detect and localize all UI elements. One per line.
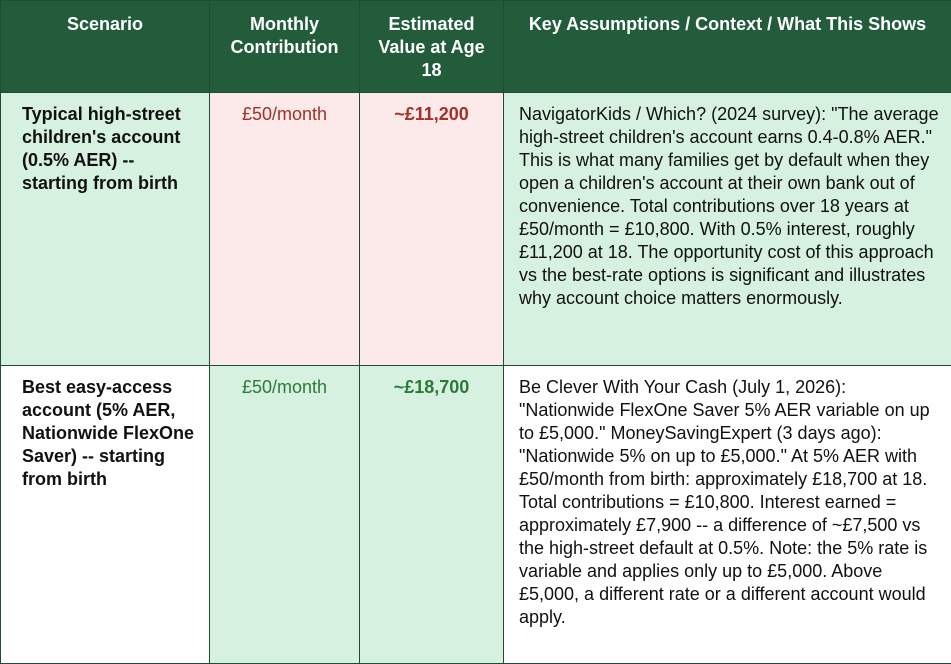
header-cell: Scenario <box>1 1 210 93</box>
contribution-cell: £50/month <box>210 366 360 664</box>
scenario-cell: Best easy-access account (5% AER, Nation… <box>1 366 210 664</box>
header-cell: Key Assumptions / Context / What This Sh… <box>504 1 951 93</box>
header-cell: Estimated Value at Age 18 <box>360 1 504 93</box>
scenario-cell: Typical high-street children's account (… <box>1 93 210 366</box>
table-row: Best easy-access account (5% AER, Nation… <box>1 366 951 664</box>
context-cell: Be Clever With Your Cash (July 1, 2026):… <box>504 366 951 664</box>
header-cell: Monthly Contribution <box>210 1 360 93</box>
header-row: Scenario Monthly Contribution Estimated … <box>1 1 951 93</box>
value-cell: ~£18,700 <box>360 366 504 664</box>
context-cell: NavigatorKids / Which? (2024 survey): "T… <box>504 93 951 366</box>
table-row: Typical high-street children's account (… <box>1 93 951 366</box>
value-cell: ~£11,200 <box>360 93 504 366</box>
contribution-cell: £50/month <box>210 93 360 366</box>
